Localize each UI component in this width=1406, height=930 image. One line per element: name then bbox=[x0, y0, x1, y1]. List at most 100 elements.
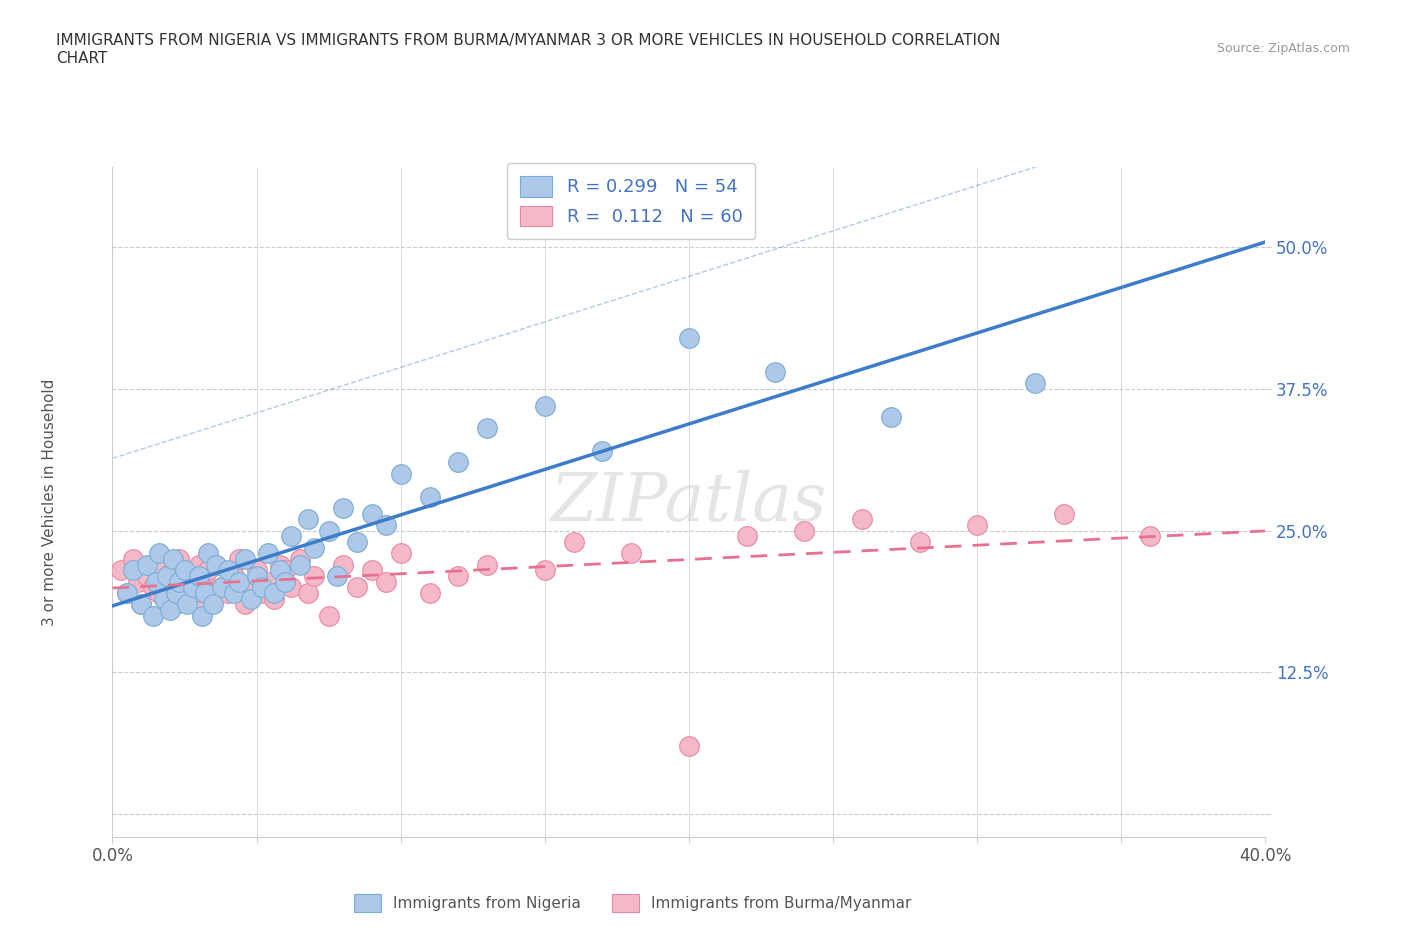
Point bbox=[263, 586, 285, 601]
Point bbox=[1024, 376, 1046, 391]
Point bbox=[205, 557, 228, 572]
Point bbox=[181, 586, 204, 601]
Point bbox=[274, 574, 297, 589]
Point bbox=[280, 580, 302, 595]
Point bbox=[389, 546, 412, 561]
Point bbox=[447, 568, 470, 583]
Point bbox=[239, 580, 262, 595]
Point bbox=[162, 563, 184, 578]
Point bbox=[346, 535, 368, 550]
Text: IMMIGRANTS FROM NIGERIA VS IMMIGRANTS FROM BURMA/MYANMAR 3 OR MORE VEHICLES IN H: IMMIGRANTS FROM NIGERIA VS IMMIGRANTS FR… bbox=[56, 33, 1001, 47]
Point bbox=[318, 524, 340, 538]
Point bbox=[332, 557, 354, 572]
Point bbox=[153, 591, 176, 606]
Point bbox=[176, 597, 198, 612]
Point bbox=[533, 398, 555, 413]
Point bbox=[851, 512, 873, 526]
Point bbox=[148, 546, 170, 561]
Point bbox=[288, 557, 311, 572]
Point bbox=[678, 738, 700, 753]
Point bbox=[274, 563, 297, 578]
Legend: Immigrants from Nigeria, Immigrants from Burma/Myanmar: Immigrants from Nigeria, Immigrants from… bbox=[347, 888, 918, 918]
Point bbox=[297, 586, 319, 601]
Point bbox=[360, 506, 382, 521]
Point bbox=[165, 586, 187, 601]
Point bbox=[765, 365, 787, 379]
Point bbox=[162, 551, 184, 566]
Point bbox=[217, 563, 239, 578]
Point bbox=[194, 586, 217, 601]
Point bbox=[239, 591, 262, 606]
Point bbox=[475, 557, 498, 572]
Point bbox=[202, 597, 225, 612]
Point bbox=[269, 563, 291, 578]
Point bbox=[419, 489, 441, 504]
Point bbox=[148, 586, 170, 601]
Point bbox=[304, 540, 326, 555]
Point bbox=[880, 409, 903, 424]
Point bbox=[562, 535, 585, 550]
Point bbox=[332, 500, 354, 515]
Text: Source: ZipAtlas.com: Source: ZipAtlas.com bbox=[1216, 42, 1350, 55]
Point bbox=[245, 568, 267, 583]
Point bbox=[217, 586, 239, 601]
Point bbox=[1052, 506, 1074, 521]
Point bbox=[197, 563, 219, 578]
Point bbox=[127, 574, 149, 589]
Point bbox=[263, 591, 285, 606]
Point bbox=[156, 568, 179, 583]
Point bbox=[1139, 529, 1161, 544]
Point bbox=[233, 597, 256, 612]
Point bbox=[136, 557, 159, 572]
Point bbox=[167, 551, 190, 566]
Point bbox=[202, 591, 225, 606]
Point bbox=[222, 568, 245, 583]
Point bbox=[191, 603, 214, 618]
Point bbox=[346, 580, 368, 595]
Point bbox=[188, 557, 211, 572]
Text: CHART: CHART bbox=[56, 51, 108, 66]
Point bbox=[145, 574, 167, 589]
Point bbox=[288, 551, 311, 566]
Point bbox=[533, 563, 555, 578]
Point bbox=[142, 608, 165, 623]
Point bbox=[129, 597, 153, 612]
Text: 3 or more Vehicles in Household: 3 or more Vehicles in Household bbox=[42, 379, 56, 626]
Point bbox=[110, 563, 132, 578]
Point bbox=[280, 529, 302, 544]
Point bbox=[375, 517, 398, 532]
Point bbox=[165, 597, 187, 612]
Point bbox=[592, 444, 614, 458]
Point bbox=[257, 574, 280, 589]
Point bbox=[908, 535, 931, 550]
Point bbox=[167, 574, 190, 589]
Point bbox=[245, 563, 267, 578]
Point bbox=[211, 580, 233, 595]
Point bbox=[620, 546, 643, 561]
Point bbox=[145, 557, 167, 572]
Point bbox=[389, 466, 412, 481]
Point bbox=[375, 574, 398, 589]
Point bbox=[142, 580, 165, 595]
Point bbox=[194, 574, 217, 589]
Point bbox=[360, 563, 382, 578]
Point bbox=[304, 568, 326, 583]
Point bbox=[159, 603, 181, 618]
Point bbox=[318, 608, 340, 623]
Point bbox=[173, 580, 195, 595]
Point bbox=[297, 512, 319, 526]
Point bbox=[447, 455, 470, 470]
Point bbox=[173, 563, 195, 578]
Point bbox=[252, 586, 274, 601]
Point bbox=[159, 574, 181, 589]
Point bbox=[228, 551, 250, 566]
Point bbox=[121, 563, 143, 578]
Point bbox=[153, 563, 176, 578]
Point bbox=[191, 608, 214, 623]
Point bbox=[966, 517, 988, 532]
Point bbox=[233, 551, 256, 566]
Point bbox=[181, 580, 204, 595]
Point bbox=[735, 529, 758, 544]
Point bbox=[136, 568, 159, 583]
Point bbox=[678, 330, 700, 345]
